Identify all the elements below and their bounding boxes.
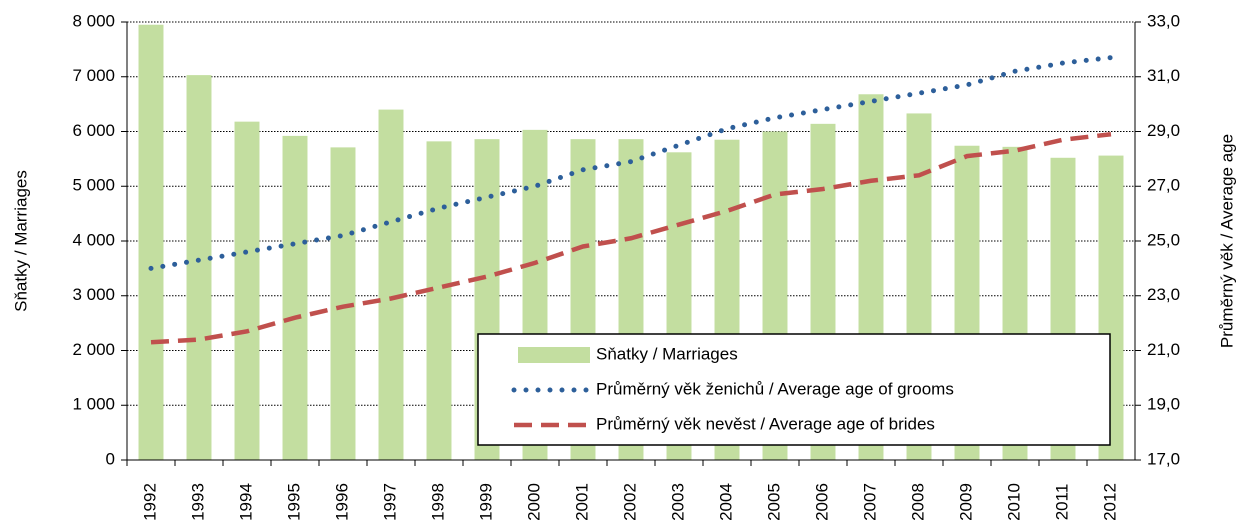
x-tick-label: 2009 [956,483,975,521]
y-tick-label: 0 [106,449,115,468]
y2-tick-label: 27,0 [1147,176,1180,195]
legend-swatch [518,347,590,363]
y-axis-label: Sňatky / Marriages [11,170,30,312]
x-tick-label: 2011 [1052,484,1071,521]
x-tick-label: 2003 [668,483,687,521]
legend-label: Sňatky / Marriages [596,344,738,363]
y-tick-label: 6 000 [72,121,115,140]
x-tick-label: 1993 [188,483,207,521]
y-tick-label: 7 000 [72,66,115,85]
x-tick-label: 1996 [332,483,351,521]
x-tick-label: 2001 [572,483,591,521]
y2-tick-label: 25,0 [1147,230,1180,249]
bar [426,141,452,461]
y-tick-label: 1 000 [72,395,115,414]
x-tick-label: 2000 [524,483,543,521]
y2-tick-label: 29,0 [1147,121,1180,140]
x-tick-label: 2004 [716,483,735,521]
y-tick-label: 5 000 [72,176,115,195]
x-tick-label: 1995 [284,483,303,521]
x-tick-label: 1998 [428,483,447,521]
bar [234,121,260,461]
x-tick-label: 2002 [620,483,639,521]
x-tick-label: 2007 [860,483,879,521]
y2-axis-label: Průměrný věk / Average age [1217,134,1236,348]
x-tick-label: 1994 [236,483,255,521]
x-tick-label: 2010 [1004,483,1023,521]
y2-tick-label: 23,0 [1147,285,1180,304]
x-tick-label: 2005 [764,483,783,521]
x-tick-label: 1997 [380,483,399,521]
line [148,55,1114,271]
x-tick-label: 2012 [1100,483,1119,521]
y2-tick-label: 21,0 [1147,340,1180,359]
y-tick-label: 2 000 [72,340,115,359]
x-tick-label: 1992 [140,483,159,521]
legend-label: Průměrný věk nevěst / Average age of bri… [596,414,935,433]
y2-tick-label: 19,0 [1147,395,1180,414]
x-tick-label: 2008 [908,483,927,521]
y2-tick-label: 17,0 [1147,449,1180,468]
bar [378,109,404,460]
x-tick-label: 2006 [812,483,831,521]
y-tick-label: 8 000 [72,11,115,30]
legend-label: Průměrný věk ženichů / Average age of gr… [596,379,954,398]
bar [138,24,164,461]
x-tick-label: 1999 [476,483,495,521]
line [150,132,1112,345]
y2-tick-label: 31,0 [1147,66,1180,85]
y-tick-label: 4 000 [72,230,115,249]
bar [186,75,212,461]
bar [282,135,308,460]
y-tick-label: 3 000 [72,285,115,304]
y2-tick-label: 33,0 [1147,11,1180,30]
